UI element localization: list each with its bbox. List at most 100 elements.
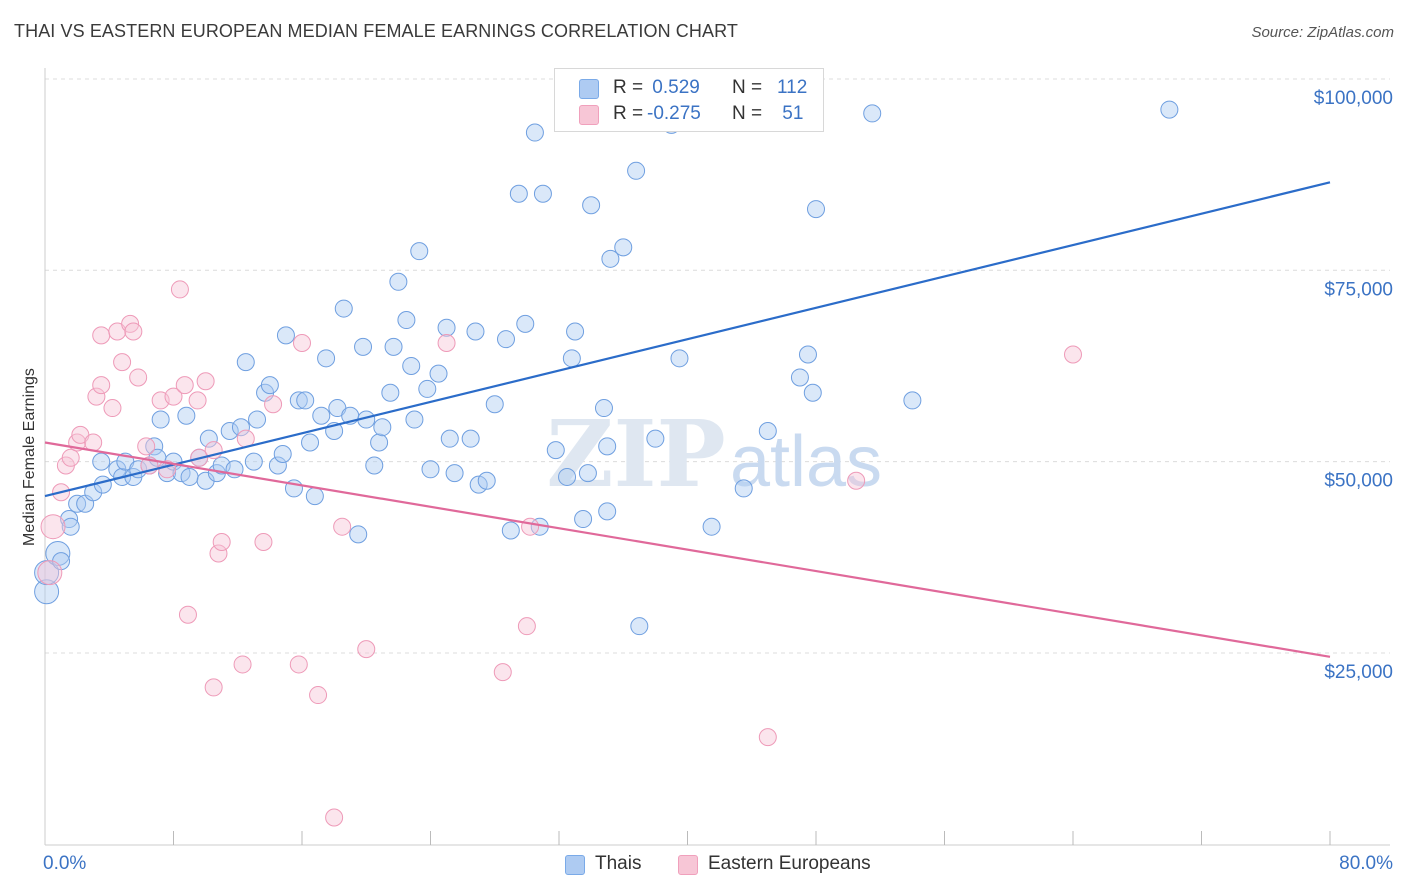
eastern-point <box>196 372 215 391</box>
thais-point <box>546 441 565 460</box>
thais-point <box>477 471 496 490</box>
thais-legend-label: Thais <box>595 853 642 874</box>
eastern-point <box>357 640 376 659</box>
eastern-point <box>188 391 207 410</box>
thais-point <box>798 345 817 364</box>
thais-point <box>381 383 400 402</box>
thais-point <box>790 368 809 387</box>
eastern-point <box>37 560 63 586</box>
thais-point <box>317 349 336 368</box>
y-tick-label: $100,000 <box>1314 88 1393 109</box>
thais-point <box>429 364 448 383</box>
eastern-point <box>40 514 66 540</box>
thais-point <box>418 379 437 398</box>
thais-point <box>384 337 403 356</box>
eastern-point <box>517 617 536 636</box>
chart-title: THAI VS EASTERN EUROPEAN MEDIAN FEMALE E… <box>14 21 738 41</box>
thais-point <box>440 429 459 448</box>
trend-lines <box>44 181 1331 658</box>
thais-point <box>582 196 601 215</box>
legend-n-value: 51 <box>777 103 804 124</box>
thais-point <box>646 429 665 448</box>
eastern-point <box>92 376 111 395</box>
eastern-point <box>293 334 311 353</box>
eastern-point <box>325 808 344 827</box>
thais-point <box>231 418 250 437</box>
eastern-point <box>333 517 352 536</box>
stats-legend: R = 0.529 N = 112 R = -0.275 N = 51 <box>554 68 824 132</box>
thais-point <box>301 433 320 452</box>
legend-row-eastern: R = -0.275 N = 51 <box>555 102 823 128</box>
thais-point <box>598 437 617 456</box>
thais-point <box>601 249 620 268</box>
thais-point <box>158 464 177 483</box>
thais-point <box>334 299 353 318</box>
thais-point <box>437 318 456 337</box>
thais-point <box>574 510 593 529</box>
thais-point <box>354 337 373 356</box>
data-points <box>34 100 1179 827</box>
thais-point <box>397 311 416 330</box>
eastern-point <box>521 517 540 536</box>
eastern-point <box>178 605 197 624</box>
eastern-legend-label: Eastern Europeans <box>708 853 871 874</box>
thais-point <box>410 242 429 261</box>
watermark-zip: ZIP <box>546 400 725 508</box>
legend-r-value: -0.275 <box>647 103 701 124</box>
thais-point <box>758 422 777 441</box>
thais-trend-line <box>44 181 1331 498</box>
eastern-point <box>87 387 106 406</box>
thais-point <box>349 525 368 544</box>
thais-point <box>803 383 822 402</box>
legend-row-thais: R = 0.529 N = 112 <box>555 76 823 102</box>
y-tick-label: $25,000 <box>1324 662 1393 683</box>
thais-point <box>180 467 199 486</box>
thais-point <box>627 161 646 180</box>
eastern-point <box>493 663 512 682</box>
x-tick-label-min: 0.0% <box>43 853 86 874</box>
thais-point <box>466 322 485 341</box>
thais-point <box>734 479 753 498</box>
thais-point <box>61 517 80 536</box>
thais-point <box>421 460 440 479</box>
eastern-legend-swatch <box>678 855 698 875</box>
eastern-point <box>758 728 777 747</box>
thais-point <box>236 353 255 372</box>
eastern-point <box>289 655 308 674</box>
thais-point <box>273 444 292 463</box>
eastern-point <box>113 353 132 372</box>
eastern-point <box>164 387 183 406</box>
eastern-point <box>212 532 231 551</box>
thais-point <box>402 356 421 375</box>
thais-point <box>516 314 535 333</box>
thais-point <box>34 579 60 605</box>
watermark-atlas: atlas <box>730 422 882 502</box>
thais-swatch <box>579 79 599 99</box>
eastern-point <box>92 326 111 345</box>
eastern-point <box>254 532 273 551</box>
thais-point <box>594 399 613 418</box>
eastern-point <box>233 655 252 674</box>
thais-point <box>373 418 392 437</box>
thais-point <box>630 617 649 636</box>
series-legend: Thais Eastern Europeans <box>0 852 1406 878</box>
eastern-point <box>170 280 189 299</box>
eastern-point <box>204 678 223 697</box>
thais-point <box>268 456 287 475</box>
thais-point <box>863 104 882 123</box>
thais-point <box>598 502 617 521</box>
eastern-point <box>103 399 122 418</box>
watermark: ZIP atlas <box>546 400 882 508</box>
thais-legend-swatch <box>565 855 585 875</box>
eastern-point <box>137 437 156 456</box>
thais-point <box>389 272 408 291</box>
thais-point <box>1160 100 1179 119</box>
thais-point <box>260 376 279 395</box>
legend-n-label: N = <box>732 77 763 98</box>
thais-point <box>248 410 267 429</box>
thais-point <box>558 467 577 486</box>
x-tick-label-max: 80.0% <box>1339 853 1393 874</box>
y-tick-label: $50,000 <box>1324 471 1393 492</box>
thais-point <box>177 406 196 425</box>
thais-point <box>151 410 170 429</box>
